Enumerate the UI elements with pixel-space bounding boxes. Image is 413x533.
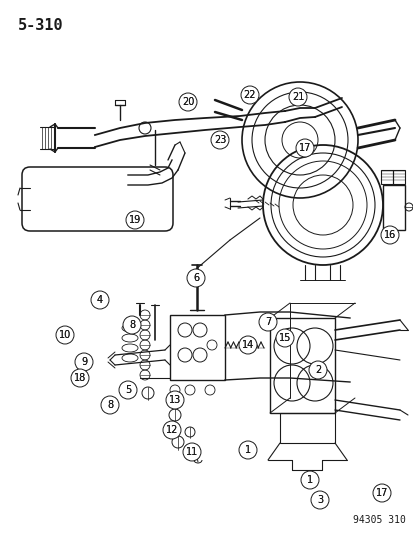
Text: 13: 13: [169, 395, 181, 405]
Text: 7: 7: [264, 317, 271, 327]
Circle shape: [295, 139, 313, 157]
Text: 6: 6: [192, 273, 199, 283]
Text: 15: 15: [278, 333, 290, 343]
Bar: [392, 170, 404, 184]
Text: 12: 12: [166, 425, 178, 435]
Text: 23: 23: [213, 135, 225, 145]
Text: 21: 21: [291, 92, 304, 102]
Text: 94305 310: 94305 310: [352, 515, 405, 525]
Text: 1: 1: [306, 475, 312, 485]
Text: 17: 17: [298, 143, 311, 153]
Text: 8: 8: [128, 320, 135, 330]
Text: 5: 5: [125, 385, 131, 395]
Text: 10: 10: [59, 330, 71, 340]
Circle shape: [310, 491, 328, 509]
Text: 9: 9: [81, 357, 87, 367]
Circle shape: [163, 421, 180, 439]
Text: 12: 12: [166, 425, 178, 435]
Text: 18: 18: [74, 373, 86, 383]
Text: 11: 11: [185, 447, 198, 457]
Text: 17: 17: [298, 143, 311, 153]
Circle shape: [275, 329, 293, 347]
Circle shape: [187, 269, 204, 287]
Text: 20: 20: [181, 97, 194, 107]
Circle shape: [101, 396, 119, 414]
Circle shape: [288, 88, 306, 106]
Text: 18: 18: [74, 373, 86, 383]
Text: 3: 3: [316, 495, 322, 505]
Text: 22: 22: [243, 90, 256, 100]
Circle shape: [259, 313, 276, 331]
Text: 16: 16: [383, 230, 395, 240]
Circle shape: [126, 211, 144, 229]
Text: 5: 5: [125, 385, 131, 395]
Text: 22: 22: [243, 90, 256, 100]
Circle shape: [380, 226, 398, 244]
Text: 10: 10: [59, 330, 71, 340]
Text: 21: 21: [291, 92, 304, 102]
Text: 11: 11: [185, 447, 198, 457]
Text: 19: 19: [128, 215, 141, 225]
Circle shape: [238, 441, 256, 459]
Text: 23: 23: [213, 135, 225, 145]
Text: 19: 19: [128, 215, 141, 225]
Circle shape: [240, 86, 259, 104]
Circle shape: [123, 316, 141, 334]
Circle shape: [75, 353, 93, 371]
Circle shape: [308, 361, 326, 379]
Text: 20: 20: [181, 97, 194, 107]
Circle shape: [211, 131, 228, 149]
Text: 5-310: 5-310: [18, 18, 64, 33]
Text: 16: 16: [383, 230, 395, 240]
Circle shape: [71, 369, 89, 387]
Text: 9: 9: [81, 357, 87, 367]
Bar: [279, 413, 334, 443]
Text: 13: 13: [169, 395, 181, 405]
Text: 2: 2: [314, 365, 320, 375]
Bar: [170, 315, 224, 380]
Text: 4: 4: [97, 295, 103, 305]
Text: 1: 1: [244, 445, 250, 455]
Circle shape: [178, 93, 197, 111]
Bar: [382, 185, 404, 230]
Text: 17: 17: [375, 488, 387, 498]
Circle shape: [238, 336, 256, 354]
Text: 6: 6: [192, 273, 199, 283]
Circle shape: [300, 471, 318, 489]
Text: 4: 4: [97, 295, 103, 305]
Text: 15: 15: [278, 333, 290, 343]
Text: 3: 3: [316, 495, 322, 505]
Bar: [380, 170, 392, 184]
Circle shape: [56, 326, 74, 344]
Circle shape: [91, 291, 109, 309]
Text: 17: 17: [375, 488, 387, 498]
Text: 8: 8: [128, 320, 135, 330]
Text: 8: 8: [107, 400, 113, 410]
Text: 14: 14: [241, 340, 254, 350]
Text: 14: 14: [241, 340, 254, 350]
Circle shape: [372, 484, 390, 502]
Circle shape: [166, 391, 183, 409]
Bar: [269, 318, 334, 413]
Circle shape: [119, 381, 137, 399]
Text: 1: 1: [306, 475, 312, 485]
Circle shape: [183, 443, 201, 461]
Text: 1: 1: [244, 445, 250, 455]
Text: 8: 8: [107, 400, 113, 410]
Text: 2: 2: [314, 365, 320, 375]
Text: 7: 7: [264, 317, 271, 327]
